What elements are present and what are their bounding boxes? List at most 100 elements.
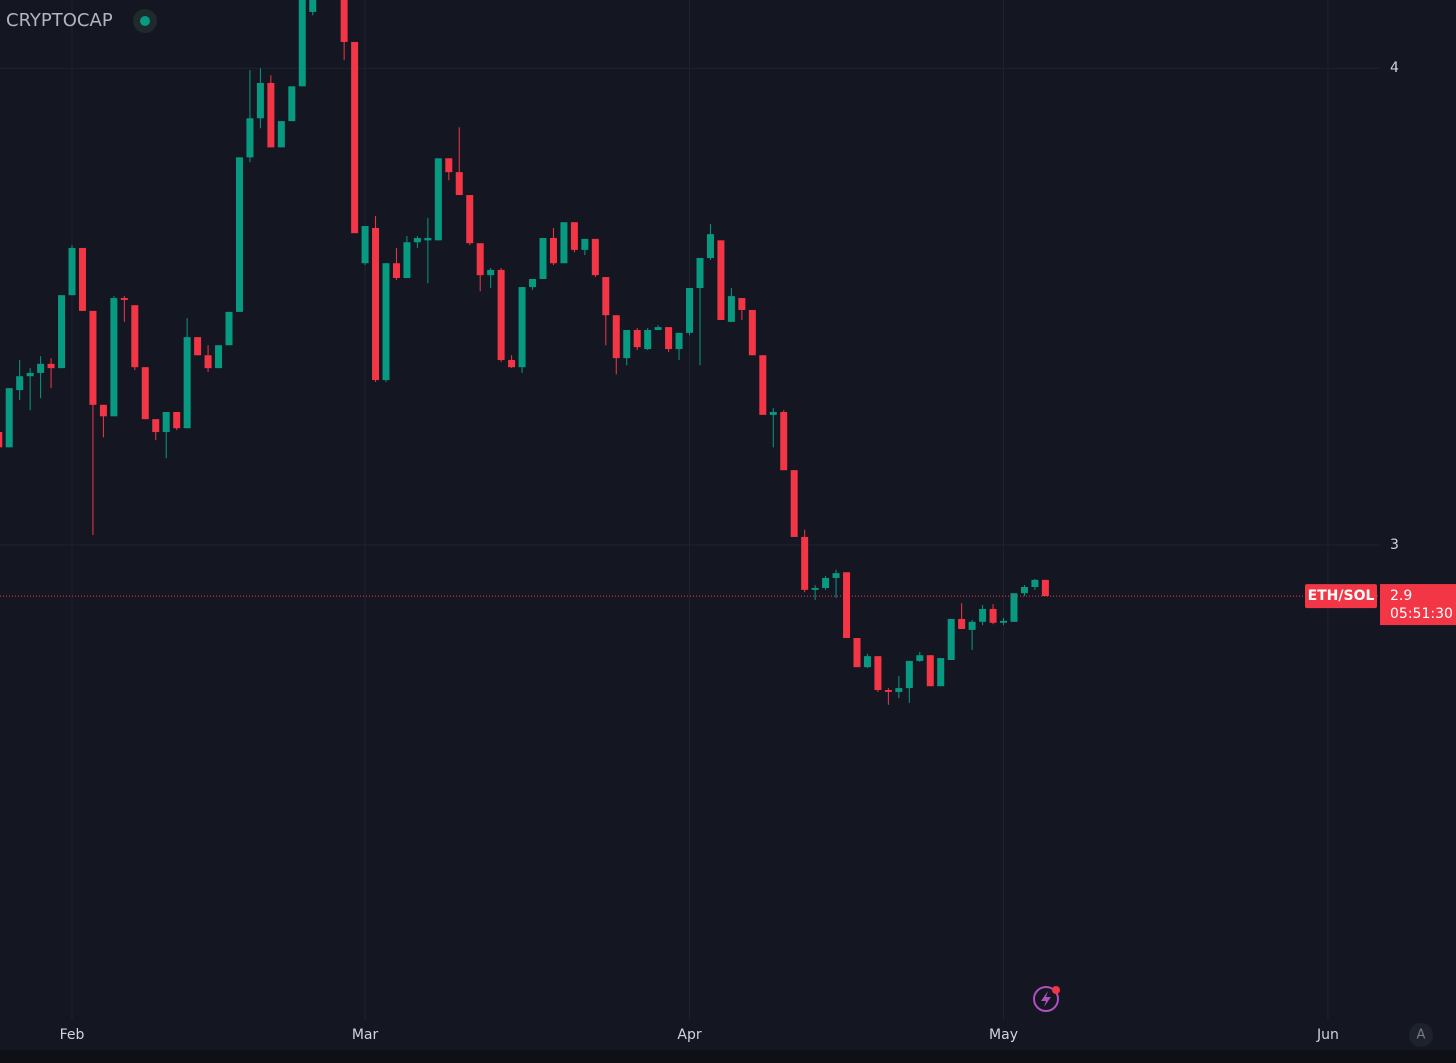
candle-body (183, 337, 191, 429)
candle-body (518, 287, 526, 368)
candle-body (686, 288, 694, 333)
candle-body (843, 572, 851, 639)
candle-body (424, 237, 432, 241)
candle-body (560, 222, 568, 264)
candle-body (372, 227, 380, 381)
candle-body (246, 118, 254, 158)
candle-body (853, 638, 861, 668)
candle-body (591, 238, 599, 276)
candle-body (916, 655, 924, 661)
candle-body (403, 242, 411, 279)
candle-body (434, 158, 442, 241)
candle-body (717, 240, 725, 320)
candle-body (497, 269, 505, 361)
candle-body (738, 298, 746, 310)
candle-body (58, 295, 66, 369)
candle-body (392, 263, 400, 279)
candle-body (581, 238, 589, 250)
candle-body (926, 655, 934, 687)
candle-body (947, 618, 955, 660)
candle-body (141, 367, 149, 420)
candle-body (623, 329, 631, 359)
price-badge (1380, 584, 1456, 626)
candle-body (863, 656, 871, 668)
auto-scale-label[interactable]: A (1417, 1028, 1426, 1043)
candle-body (1020, 587, 1028, 594)
candle-body (769, 412, 777, 415)
candle-body (340, 0, 348, 42)
candle-body (633, 329, 641, 348)
candle-body (822, 577, 830, 588)
candle-body (958, 618, 966, 629)
candle-body (26, 372, 34, 377)
candle-body (811, 587, 819, 590)
candle-body (131, 305, 139, 368)
candle-body (696, 257, 704, 289)
candle-body (895, 688, 903, 692)
candle-body (99, 404, 107, 417)
candle-body (790, 470, 798, 537)
x-tick-label: Mar (352, 1027, 379, 1043)
candle-body (16, 376, 24, 391)
candle-body (89, 310, 97, 405)
candle-body (612, 315, 620, 359)
candle-body (539, 237, 547, 279)
candle-body (1031, 579, 1039, 588)
candle-body (68, 247, 76, 296)
candle-body (801, 536, 809, 590)
candle-body (602, 277, 610, 316)
candle-body (874, 656, 882, 691)
candle-body (675, 332, 683, 350)
candle-body (549, 237, 557, 264)
countdown-label: 05:51:30 (1390, 606, 1453, 622)
symbol-label: ETH/SOL (1308, 588, 1375, 604)
candle-body (194, 337, 202, 356)
candle-body (780, 412, 788, 471)
candle-body (727, 296, 735, 322)
candle-body (455, 172, 463, 196)
candle-body (413, 237, 421, 243)
candle-body (361, 226, 369, 264)
candle-body (37, 363, 45, 373)
x-tick-label: Feb (60, 1027, 85, 1043)
candle-body (256, 82, 264, 119)
candle-body (937, 658, 945, 687)
candle-body (215, 345, 223, 369)
candle-body (1010, 593, 1018, 622)
x-tick-label: Jun (1316, 1027, 1339, 1043)
candle-body (466, 195, 474, 244)
candle-body (288, 86, 296, 122)
candle-body (445, 158, 453, 173)
candle-body (706, 234, 714, 258)
x-tick-label: Apr (677, 1027, 701, 1043)
candle-body (1041, 579, 1049, 597)
y-tick-label: 3 (1390, 537, 1399, 553)
candle-body (654, 327, 662, 330)
alert-icon[interactable] (1033, 986, 1060, 1012)
candle-body (832, 573, 840, 578)
candle-body (508, 360, 516, 368)
candle-body (665, 327, 673, 350)
auto-scale-button[interactable]: A (1409, 1023, 1433, 1047)
candle-body (884, 690, 892, 692)
candle-body (277, 121, 285, 148)
x-tick-label: May (989, 1027, 1018, 1043)
candle-body (905, 660, 913, 689)
candle-body (989, 608, 997, 623)
candle-body (204, 355, 212, 369)
candle-body (968, 621, 976, 630)
candle-body (309, 0, 317, 12)
candle-body (0, 432, 3, 448)
candles (0, 0, 1049, 705)
candle-body (173, 412, 181, 429)
candle-body (267, 82, 275, 148)
candle-body (748, 309, 756, 356)
candle-body (529, 278, 537, 288)
candle-body (110, 298, 118, 417)
candle-body (382, 263, 390, 381)
candle-body (78, 247, 86, 311)
candle-body (570, 222, 578, 250)
y-tick-label: 4 (1390, 60, 1399, 76)
